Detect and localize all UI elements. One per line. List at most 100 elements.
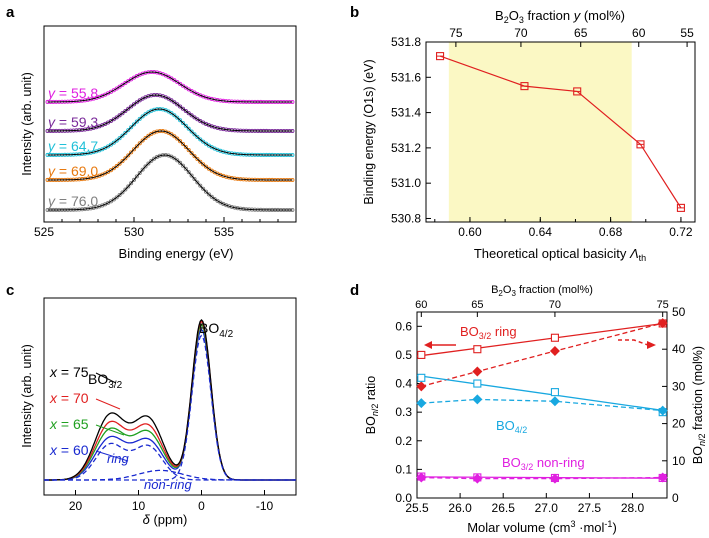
panel-a-data-point <box>149 158 154 163</box>
panel-c-plot <box>44 318 296 481</box>
panel-a-data-point <box>192 154 197 159</box>
panel-a-data-point <box>117 161 122 166</box>
panel-a-data-point <box>172 113 177 118</box>
panel-a-data-point <box>111 166 116 171</box>
panel-d-top-axis-label: B2O3 fraction (mol%) <box>491 284 593 298</box>
panel-c-bo3-label: BO3/2 <box>88 371 123 391</box>
panel-a-data-point <box>203 189 209 194</box>
panel-a-data-point <box>129 104 134 109</box>
panel-d-point-5-0 <box>416 472 427 483</box>
panel-c-ring-label: ring <box>107 451 129 466</box>
panel-d: d 25.5 26.0 26.5 27.0 27.5 28.0 0.0 0.1 0.2 0.3 0.… <box>350 282 707 535</box>
panel-a-data-point <box>137 141 142 146</box>
panel-a-data-point <box>143 112 148 117</box>
panel-a-data-point <box>198 183 203 188</box>
panel-d-top-tick-label-0: 60 <box>415 299 427 311</box>
panel-a-data-point <box>146 161 151 166</box>
panel-d-bo4-label: BO4/2 <box>496 418 527 435</box>
panel-a-data-point <box>131 177 137 182</box>
panel-a-data-point <box>114 195 119 200</box>
panel-d-ring-label: BO3/2 ring <box>460 324 517 341</box>
panel-a-data-point <box>108 142 114 147</box>
panel-a-data-point <box>114 138 119 143</box>
panel-d-point-5-2 <box>549 473 560 484</box>
panel-a-data-point <box>180 142 186 147</box>
panel-d-point-0-1 <box>473 345 482 354</box>
panel-d-top-tick-label-1: 65 <box>471 299 483 311</box>
panel-b-top-tick-label-4: 55 <box>680 26 694 40</box>
panel-a-curve-label-4: y = 76.0 <box>47 193 98 209</box>
panel-a-data-point <box>117 84 122 89</box>
panel-d-point-0-0 <box>417 350 426 359</box>
panel-d-top-tick-label-3: 75 <box>657 299 669 311</box>
panel-a-data-point <box>140 114 145 119</box>
panel-a-data-point <box>143 164 148 169</box>
panel-a-data-point <box>123 187 128 192</box>
panel-d-point-3-0 <box>416 398 427 409</box>
panel-c-series-labels: x = 75 x = 70 x = 65 x = 60 <box>49 364 129 462</box>
panel-c-ylabel: Intensity (arb. unit) <box>20 344 34 448</box>
panel-a-data-point <box>169 132 174 137</box>
panel-a-data-point <box>123 156 128 161</box>
panel-a-data-point <box>172 156 177 161</box>
panel-a-data-point <box>129 125 134 130</box>
panel-b-xtick-label-0: 0.60 <box>458 225 482 239</box>
panel-d-ytick-left-label-2: 0.2 <box>395 434 412 448</box>
panel-b-top-axis-label: B2O3 fraction y (mol%) <box>495 8 625 25</box>
panel-a-data-point <box>209 194 214 199</box>
panel-a-data-point <box>134 174 139 179</box>
panel-a-data-point <box>178 139 183 144</box>
panel-a-data-point <box>201 139 206 144</box>
panel-a-data-point <box>178 118 183 123</box>
panel-a-data-point <box>192 132 197 137</box>
panel-a-data-point <box>186 148 191 153</box>
panel-c-frame <box>43 297 297 496</box>
panel-b-ytick-label-5: 531.8 <box>391 35 421 49</box>
panel-a-data-point <box>126 106 131 111</box>
panel-a-data-point <box>201 186 206 191</box>
panel-a-data-point <box>175 115 180 120</box>
panel-a-data-point <box>169 76 174 81</box>
panel-b-top-tick-label-2: 65 <box>574 26 588 40</box>
panel-a-data-point <box>169 154 174 159</box>
panel-d-ytick-right-label-5: 50 <box>672 305 686 319</box>
panel-a-data-point <box>203 164 209 169</box>
panel-b: b 0.60 0.64 0.68 0.72 530.8 531.0 531.2 531.4 53… <box>350 4 696 263</box>
panel-b-ylabel: Binding energy (O1s) (eV) <box>362 59 376 204</box>
panel-a-data-point <box>129 181 134 186</box>
panel-a-data-point <box>123 80 128 86</box>
panel-a: a 525 530 535 y = 55.8y = 59.3y = 64.7y = … <box>6 4 297 261</box>
panel-d-ylabel-left: BOn/2 ratio <box>364 376 380 434</box>
panel-b-ytick-label-0: 530.8 <box>391 211 421 225</box>
panel-a-ylabel: Intensity (arb. unit) <box>20 72 34 176</box>
panel-b-ytick-label-1: 531.0 <box>391 176 421 190</box>
panel-a-data-point <box>106 169 111 174</box>
panel-c-xtick-label-1: 10 <box>132 499 146 513</box>
panel-d-ytick-left-label-6: 0.6 <box>395 319 412 333</box>
panel-d-point-2-2 <box>550 388 559 397</box>
panel-a-data-point <box>172 78 177 83</box>
panel-d-label: d <box>350 282 359 299</box>
panel-b-ticks: 0.60 0.64 0.68 0.72 530.8 531.0 531.2 531.4 531.… <box>391 26 694 239</box>
panel-c-series-label-1: x = 70 <box>49 390 89 406</box>
panel-a-data-point <box>178 81 183 86</box>
panel-d-xtick-label-5: 28.0 <box>621 501 645 515</box>
panel-c-xlabel: δ (ppm) <box>143 512 188 527</box>
panel-b-xtick-label-2: 0.68 <box>599 225 623 239</box>
panel-d-ytick-right-label-0: 0 <box>672 491 679 505</box>
panel-d-frame <box>416 311 668 499</box>
panel-d-dashed-line-3 <box>421 398 663 412</box>
panel-a-data-point <box>108 199 114 204</box>
panel-a-fit-line-3 <box>47 130 293 181</box>
panel-d-point-1-3 <box>657 318 668 329</box>
panel-c-xtick-label-2: 0 <box>198 499 205 513</box>
panel-a-data-point <box>180 163 186 168</box>
panel-d-point-3-1 <box>472 394 483 405</box>
panel-a-data-point <box>111 140 116 145</box>
panel-c-nonring-label: non-ring <box>144 477 192 492</box>
panel-a-data-point <box>175 158 180 163</box>
panel-d-ytick-right-label-3: 30 <box>672 379 686 393</box>
panel-a-data-point <box>183 85 188 90</box>
panel-d-ytick-left-label-5: 0.5 <box>395 348 412 362</box>
panel-a-data-point <box>169 111 174 116</box>
